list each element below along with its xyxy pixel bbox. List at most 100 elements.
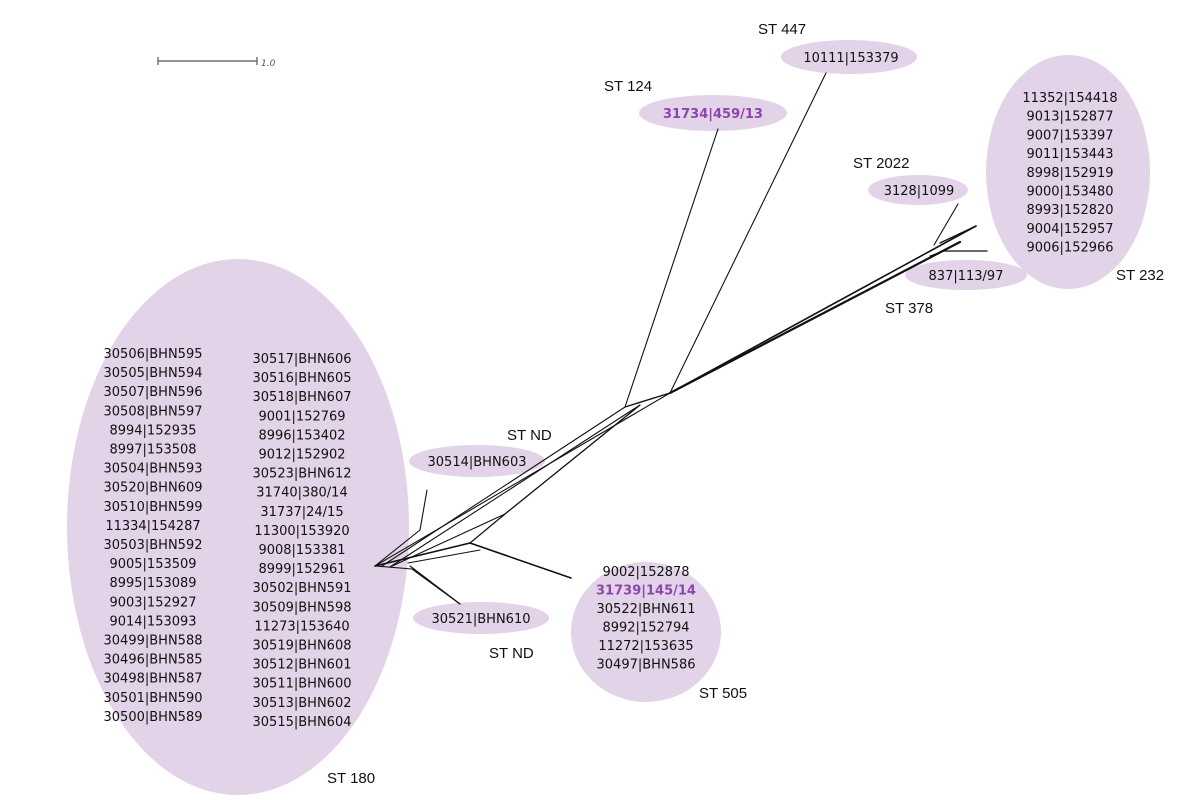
isolate-label: 9004|152957	[1026, 222, 1113, 237]
isolate-label: 8996|153402	[258, 428, 345, 443]
isolate-label: 8993|152820	[1026, 203, 1113, 218]
isolate-label: 9003|152927	[109, 595, 196, 610]
branch	[374, 392, 671, 567]
isolate-label: 30512|BHN601	[253, 658, 352, 673]
isolate-label: 31737|24/15	[260, 505, 343, 520]
branch	[374, 529, 421, 567]
isolate-label: 31739|145/14	[596, 584, 696, 599]
isolate-label: 30505|BHN594	[104, 366, 203, 381]
branch	[624, 128, 719, 408]
branch	[419, 489, 428, 531]
isolate-label: 30518|BHN607	[253, 390, 352, 405]
cluster-st447-ellipse	[781, 40, 917, 74]
branch	[929, 250, 945, 257]
isolate-label: 30499|BHN588	[104, 634, 203, 649]
isolate-label: 30502|BHN591	[253, 581, 352, 596]
isolate-label: 9006|152966	[1026, 241, 1113, 256]
isolate-label: 30507|BHN596	[104, 385, 203, 400]
st180-label: ST 180	[327, 770, 375, 787]
isolate-label: 9014|153093	[109, 614, 196, 629]
isolate-label: 9005|153509	[109, 557, 196, 572]
st378-label: ST 378	[885, 300, 933, 317]
st124-label: ST 124	[604, 78, 652, 95]
st505-label: ST 505	[699, 685, 747, 702]
isolate-label: 30519|BHN608	[253, 639, 352, 654]
isolate-label: 30516|BHN605	[253, 371, 352, 386]
isolate-label: 9007|153397	[1026, 128, 1113, 143]
nd-lower-isolate-label: 30521|BHN610	[432, 612, 531, 627]
branch	[407, 549, 481, 564]
branch	[389, 513, 506, 568]
isolate-label: 30497|BHN586	[597, 658, 696, 673]
st232-isolate-list: 11352|154418 9013|152877 9007|153397 9011|1…	[1022, 91, 1117, 256]
isolate-label: 8992|152794	[602, 621, 689, 636]
isolate-label: 31740|380/14	[256, 486, 347, 501]
cluster-st505-ellipse	[571, 562, 721, 702]
isolate-label: 9008|153381	[258, 543, 345, 558]
cluster-st232-ellipse	[986, 55, 1150, 289]
isolate-label: 11272|153635	[598, 639, 693, 654]
branch	[668, 240, 962, 395]
isolate-label: 30511|BHN600	[253, 677, 352, 692]
isolate-label: 30520|BHN609	[104, 481, 203, 496]
branch	[669, 225, 977, 394]
isolate-label: 8998|152919	[1026, 166, 1113, 181]
isolate-label: 8997|153508	[109, 443, 196, 458]
isolate-label: 30500|BHN589	[104, 710, 203, 725]
branch	[374, 565, 413, 570]
branch	[669, 72, 827, 394]
branch	[504, 404, 641, 515]
st-nd-upper-label: ST ND	[507, 427, 552, 444]
isolate-label: 9012|152902	[258, 448, 345, 463]
isolate-label: 9002|152878	[602, 565, 689, 580]
isolate-label: 30517|BHN606	[253, 352, 352, 367]
isolate-label: 30504|BHN593	[104, 462, 203, 477]
isolate-label: 9000|153480	[1026, 185, 1113, 200]
isolate-label: 30503|BHN592	[104, 538, 203, 553]
cluster-nd-lower-ellipse	[413, 602, 549, 634]
isolate-label: 9013|152877	[1026, 110, 1113, 125]
st124-isolate-label: 31734|459/13	[663, 107, 763, 122]
st180-isolate-list-left: 30506|BHN595 30505|BHN594 30507|BHN596 3050…	[104, 347, 203, 725]
nd-upper-isolate-label: 30514|BHN603	[428, 455, 527, 470]
st232-label: ST 232	[1116, 267, 1164, 284]
isolate-label: 8994|152935	[109, 423, 196, 438]
isolate-label: 30498|BHN587	[104, 672, 203, 687]
branch	[939, 225, 977, 244]
branch	[624, 392, 671, 408]
cluster-st2022-ellipse	[868, 175, 968, 205]
branch	[469, 542, 572, 579]
isolate-label: 11273|153640	[254, 619, 349, 634]
branch	[933, 203, 959, 246]
scale-bar-label: 1.0	[261, 59, 276, 69]
st2022-isolate-label: 3128|1099	[884, 184, 955, 199]
isolate-label: 30509|BHN598	[253, 600, 352, 615]
isolate-label: 8995|153089	[109, 576, 196, 591]
cluster-backgrounds	[67, 40, 1150, 795]
st378-isolate-label: 837|113/97	[929, 269, 1004, 284]
branch	[381, 406, 626, 567]
st-nd-lower-label: ST ND	[489, 645, 534, 662]
isolate-label: 30506|BHN595	[104, 347, 203, 362]
st447-label: ST 447	[758, 21, 806, 38]
isolate-label: 30513|BHN602	[253, 696, 352, 711]
cluster-st180-ellipse	[67, 259, 409, 795]
isolate-label: 30522|BHN611	[597, 602, 696, 617]
st2022-label: ST 2022	[853, 155, 909, 172]
st447-isolate-label: 10111|153379	[803, 51, 898, 66]
isolate-label: 30510|BHN599	[104, 500, 203, 515]
cluster-nd-upper-ellipse	[409, 445, 545, 477]
isolate-label: 30501|BHN590	[104, 691, 203, 706]
isolate-label: 30508|BHN597	[104, 404, 203, 419]
st180-isolate-list-right: 30517|BHN606 30516|BHN605 30518|BHN607 9001…	[253, 352, 352, 730]
isolate-label: 9011|153443	[1026, 147, 1113, 162]
cluster-st378-ellipse	[905, 260, 1027, 290]
branch	[389, 404, 641, 568]
isolate-label: 9001|152769	[258, 409, 345, 424]
cluster-st124-ellipse	[639, 95, 787, 131]
branch	[469, 513, 506, 544]
branch	[411, 568, 461, 605]
scale-bar: 1.0	[157, 57, 276, 69]
